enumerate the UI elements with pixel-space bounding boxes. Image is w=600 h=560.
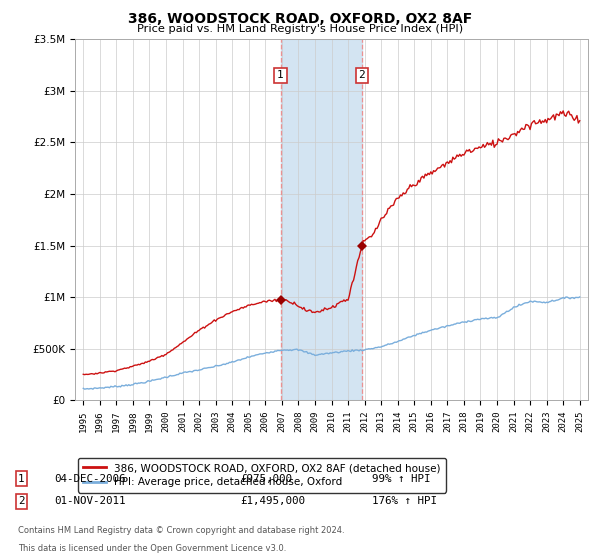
Text: 2: 2 xyxy=(358,71,365,80)
Text: Price paid vs. HM Land Registry's House Price Index (HPI): Price paid vs. HM Land Registry's House … xyxy=(137,24,463,34)
Text: This data is licensed under the Open Government Licence v3.0.: This data is licensed under the Open Gov… xyxy=(18,544,286,553)
Text: £975,000: £975,000 xyxy=(240,474,292,484)
Legend: 386, WOODSTOCK ROAD, OXFORD, OX2 8AF (detached house), HPI: Average price, detac: 386, WOODSTOCK ROAD, OXFORD, OX2 8AF (de… xyxy=(77,458,446,493)
Text: 386, WOODSTOCK ROAD, OXFORD, OX2 8AF: 386, WOODSTOCK ROAD, OXFORD, OX2 8AF xyxy=(128,12,472,26)
Text: 1: 1 xyxy=(18,474,25,484)
Text: 2: 2 xyxy=(18,496,25,506)
Text: Contains HM Land Registry data © Crown copyright and database right 2024.: Contains HM Land Registry data © Crown c… xyxy=(18,526,344,535)
Text: 1: 1 xyxy=(277,71,284,80)
Text: 176% ↑ HPI: 176% ↑ HPI xyxy=(372,496,437,506)
Text: 01-NOV-2011: 01-NOV-2011 xyxy=(54,496,125,506)
Text: £1,495,000: £1,495,000 xyxy=(240,496,305,506)
Text: 99% ↑ HPI: 99% ↑ HPI xyxy=(372,474,431,484)
Text: 04-DEC-2006: 04-DEC-2006 xyxy=(54,474,125,484)
Bar xyxy=(281,39,362,400)
